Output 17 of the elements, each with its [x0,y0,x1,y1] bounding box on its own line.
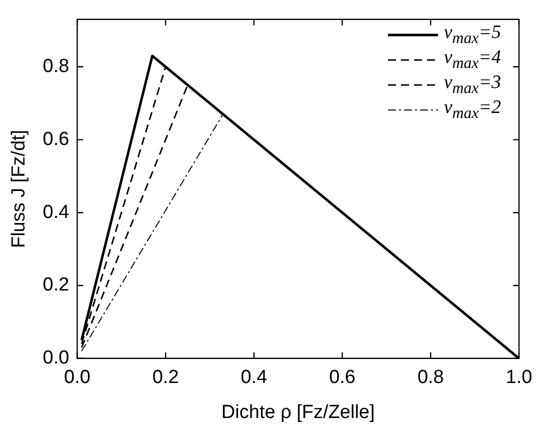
legend-label: v$_{max}$=2 [444,96,501,122]
y-tick-label: 0.4 [42,202,70,223]
legend-label: v$_{max}$=3 [444,72,501,98]
y-axis-title: Fluss J [Fz/dt] [8,130,30,248]
x-tick-label: 1.0 [506,367,532,388]
x-tick-label: 0.8 [417,367,444,388]
x-tick-label: 0.4 [240,367,268,388]
x-axis-title: Dichte ρ [Fz/Zelle] [221,402,375,423]
y-tick-label: 0.8 [42,56,70,78]
x-tick-label: 0.2 [152,367,179,388]
x-tick-label: 0.0 [64,367,90,388]
legend-label: v$_{max}$=4 [444,46,501,72]
y-tick-label: 0.0 [42,348,70,369]
legend-label: v$_{max}$=5 [444,22,501,48]
y-tick-label: 0.6 [42,128,70,150]
y-tick-label: 0.2 [42,274,70,296]
x-tick-label: 0.6 [329,367,356,388]
